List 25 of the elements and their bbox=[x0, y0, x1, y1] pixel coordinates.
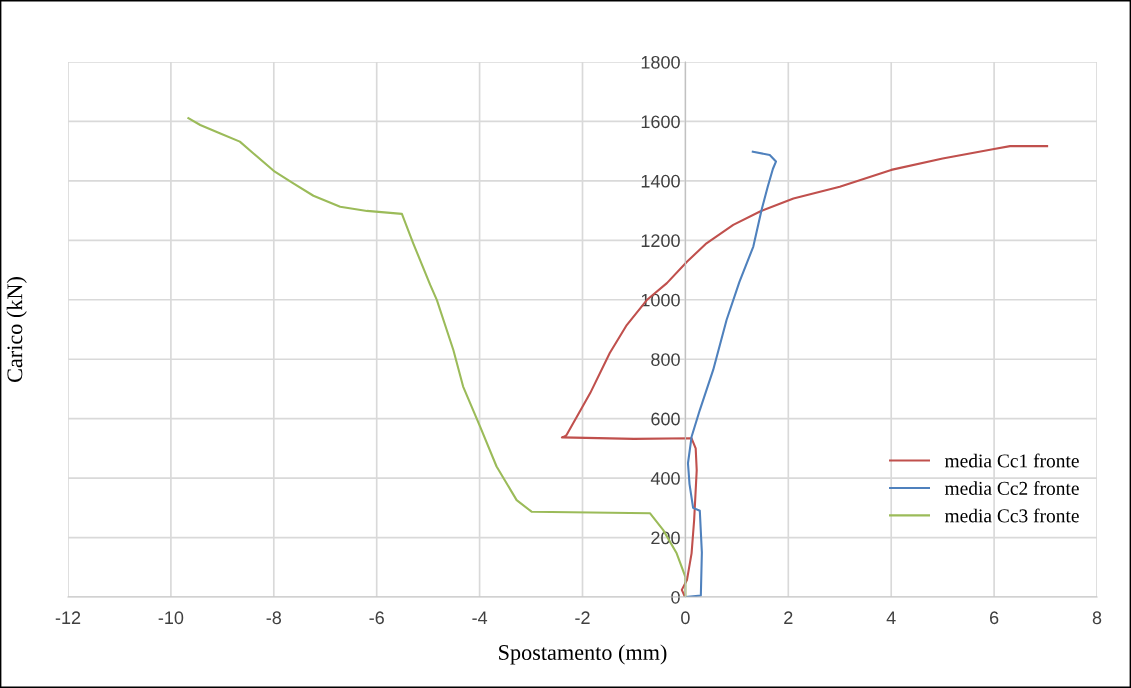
x-tick-label: 8 bbox=[1092, 611, 1102, 625]
x-axis-title: Spostamento (mm) bbox=[499, 644, 667, 665]
x-tick-label: -8 bbox=[266, 611, 282, 625]
y-tick-label: 0 bbox=[671, 590, 680, 604]
y-tick-label: 800 bbox=[651, 353, 680, 366]
legend-label: media Cc2 fronte bbox=[944, 481, 1079, 495]
y-tick-label: 400 bbox=[650, 472, 680, 485]
x-tick-label: -6 bbox=[369, 611, 384, 625]
y-tick-label: 1800 bbox=[641, 55, 680, 69]
legend-label: media Cc3 fronte bbox=[944, 508, 1079, 523]
x-tick-label: -12 bbox=[55, 611, 81, 624]
x-tick-label: 0 bbox=[681, 611, 690, 625]
legend-label: media Cc1 fronte bbox=[944, 453, 1079, 468]
y-axis-title: Carico (kN) bbox=[6, 277, 27, 382]
y-tick-label: 1400 bbox=[641, 174, 680, 188]
x-tick-label: 4 bbox=[886, 611, 896, 624]
x-tick-label: 2 bbox=[784, 611, 793, 624]
line-series bbox=[684, 150, 777, 597]
y-tick-label: 600 bbox=[651, 412, 680, 426]
x-tick-label: -2 bbox=[575, 611, 590, 624]
x-tick-label: -4 bbox=[472, 611, 488, 624]
x-tick-label: -10 bbox=[158, 611, 184, 625]
x-tick-label: 6 bbox=[990, 611, 999, 625]
y-tick-label: 1200 bbox=[641, 234, 680, 248]
y-tick-label: 1600 bbox=[641, 115, 680, 129]
